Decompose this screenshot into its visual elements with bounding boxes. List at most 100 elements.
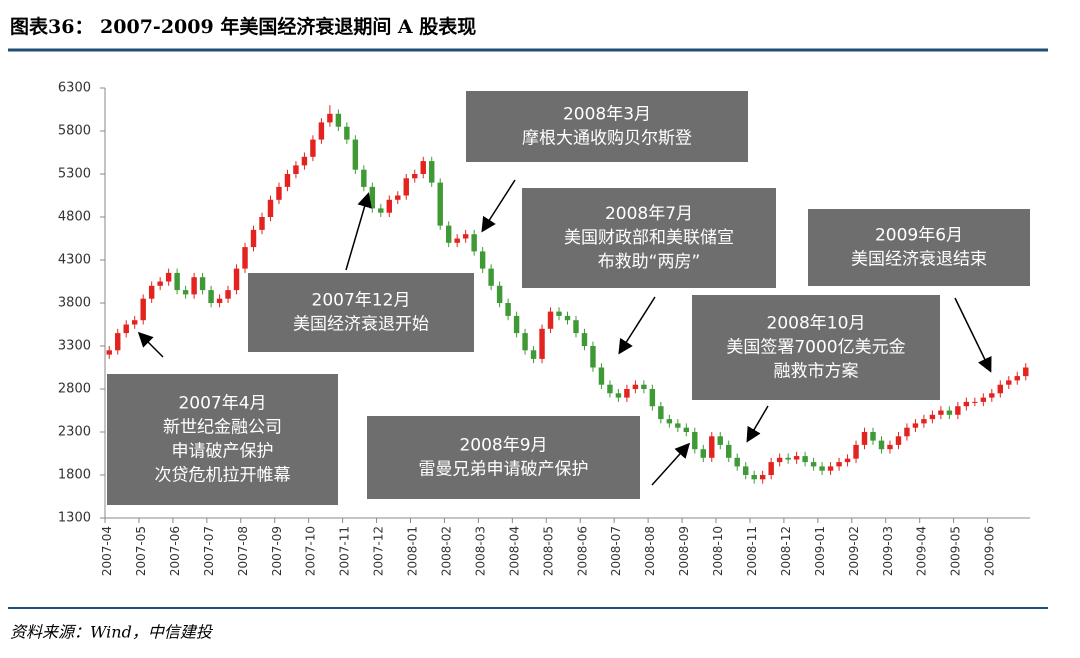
candle-body	[462, 234, 469, 239]
candle-body	[216, 298, 223, 303]
candle-body	[683, 427, 690, 432]
candle-body	[327, 113, 333, 123]
annotation-text: 2007年4月	[178, 394, 266, 414]
annotation-arrow	[746, 405, 769, 443]
candle-body	[378, 208, 384, 213]
candle-body	[505, 303, 511, 316]
annotation-text: 雷曼兄弟申请破产保护	[419, 460, 589, 480]
candle-body	[267, 199, 274, 217]
x-tick-label: 2008-11	[745, 526, 759, 576]
x-tick-label: 2007-11	[338, 526, 352, 576]
candle-body	[259, 217, 265, 230]
y-tick-label: 2800	[58, 382, 91, 397]
candle-body	[785, 457, 791, 460]
title: 图表36： 2007-2009 年美国经济衰退期间 A 股表现	[10, 15, 476, 38]
candle-body	[607, 384, 613, 394]
candle-body	[361, 169, 367, 187]
x-tick-label: 2007-04	[100, 526, 114, 576]
candle-body	[199, 277, 206, 291]
candle-body	[445, 225, 452, 243]
y-tick-label: 5800	[58, 124, 91, 139]
candle-body	[946, 410, 953, 415]
candle-body	[675, 423, 681, 428]
annotation-text: 融救市方案	[774, 362, 859, 382]
x-tick-label: 2008-04	[507, 526, 521, 576]
candle-body	[242, 247, 248, 269]
candle-body	[759, 475, 766, 480]
candle-body	[734, 457, 740, 467]
x-tick-label: 2009-05	[949, 526, 963, 576]
y-tick-label: 2300	[58, 425, 91, 440]
candle-body	[980, 397, 987, 402]
y-tick-label: 4800	[58, 210, 91, 225]
candle-body	[887, 444, 893, 450]
candle-body	[836, 462, 842, 467]
annotation-text: 2008年7月	[605, 204, 693, 224]
candle-body	[165, 272, 172, 282]
annotation-arrow	[651, 442, 691, 486]
candle-body	[827, 466, 834, 471]
candle-body	[479, 251, 486, 269]
x-tick-label: 2007-10	[304, 526, 318, 576]
candle-body	[938, 410, 944, 415]
candle-body	[904, 427, 910, 437]
candle-body	[123, 324, 129, 334]
x-tick-label: 2009-01	[813, 526, 827, 576]
annotation-arrow	[137, 331, 164, 358]
annotation-arrow	[345, 192, 372, 271]
annotation-box	[248, 273, 474, 352]
annotation-text: 美国经济衰退结束	[851, 250, 987, 270]
x-tick-label: 2008-08	[643, 526, 657, 576]
candle-body	[776, 457, 783, 463]
candle-body	[225, 290, 231, 299]
x-tick-label: 2007-09	[270, 526, 284, 576]
x-tick-label: 2008-09	[677, 526, 691, 576]
candle-body	[488, 268, 494, 286]
x-tick-label: 2008-05	[541, 526, 555, 576]
candle-body	[140, 298, 146, 321]
candle-body	[369, 186, 376, 209]
candle-body	[429, 161, 435, 183]
candle-body	[182, 290, 189, 295]
candle-body	[174, 272, 180, 291]
annotation-text: 2008年10月	[767, 314, 866, 334]
candle-body	[989, 393, 995, 398]
candle-body	[386, 199, 393, 213]
annotation-text: 新世纪金融公司	[163, 418, 282, 438]
candle-body	[997, 384, 1004, 394]
candle-body	[700, 449, 706, 458]
annotation-text: 申请破产保护	[172, 442, 274, 462]
y-tick-label: 1300	[58, 511, 91, 526]
x-tick-label: 2008-10	[711, 526, 725, 576]
candle-body	[310, 139, 316, 157]
candle-body	[412, 174, 418, 179]
candle-body	[929, 414, 936, 420]
candle-body	[624, 389, 630, 398]
candle-body	[148, 285, 155, 299]
candle-body	[547, 311, 554, 329]
candle-body	[250, 229, 257, 248]
candle-body	[717, 436, 723, 445]
annotation-box	[107, 374, 338, 505]
candle-body	[768, 462, 774, 475]
annotation-box	[522, 188, 776, 288]
candle-body	[921, 419, 927, 424]
y-tick-label: 5300	[58, 167, 91, 182]
x-tick-label: 2008-02	[439, 526, 453, 576]
candle-body	[208, 290, 214, 303]
x-tick-label: 2007-05	[134, 526, 148, 576]
candle-body	[955, 406, 961, 415]
x-tick-label: 2007-07	[202, 526, 216, 576]
candle-body	[131, 320, 138, 325]
candle-body	[420, 161, 426, 174]
y-tick-label: 1800	[58, 468, 91, 483]
candle-body	[301, 156, 308, 166]
candle-body	[344, 126, 350, 140]
candle-body	[318, 122, 325, 140]
candle-body	[539, 328, 545, 359]
x-tick-label: 2009-04	[915, 526, 929, 576]
